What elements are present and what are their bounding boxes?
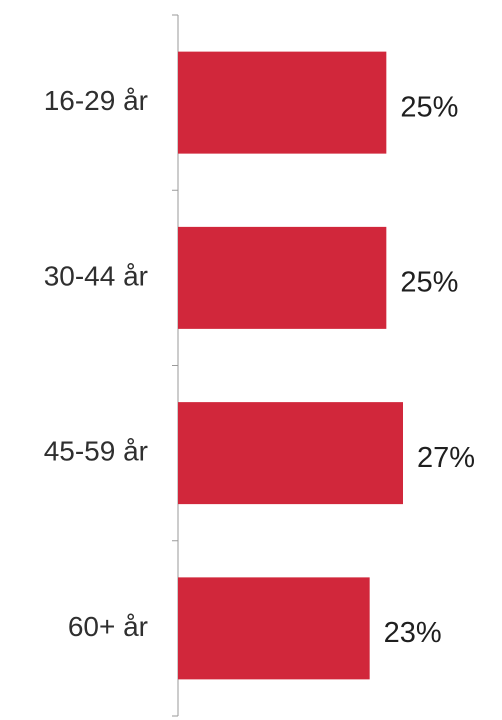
bar [178,402,403,505]
bar [178,577,370,680]
category-labels: 16-29 år 30-44 år 45-59 år 60+ år [44,85,148,642]
category-label: 45-59 år [44,436,148,467]
value-label: 23% [384,617,442,649]
category-axis-ticks [172,14,178,717]
category-label: 30-44 år [44,260,148,291]
value-labels: 25% 25% 27% 23% [384,91,475,649]
value-label: 25% [400,91,458,123]
bar [178,226,387,329]
bars-group [178,51,403,680]
value-label: 27% [417,442,475,474]
bar [178,51,387,154]
category-label: 60+ år [68,611,148,642]
category-label: 16-29 år [44,85,148,116]
value-label: 25% [400,267,458,299]
